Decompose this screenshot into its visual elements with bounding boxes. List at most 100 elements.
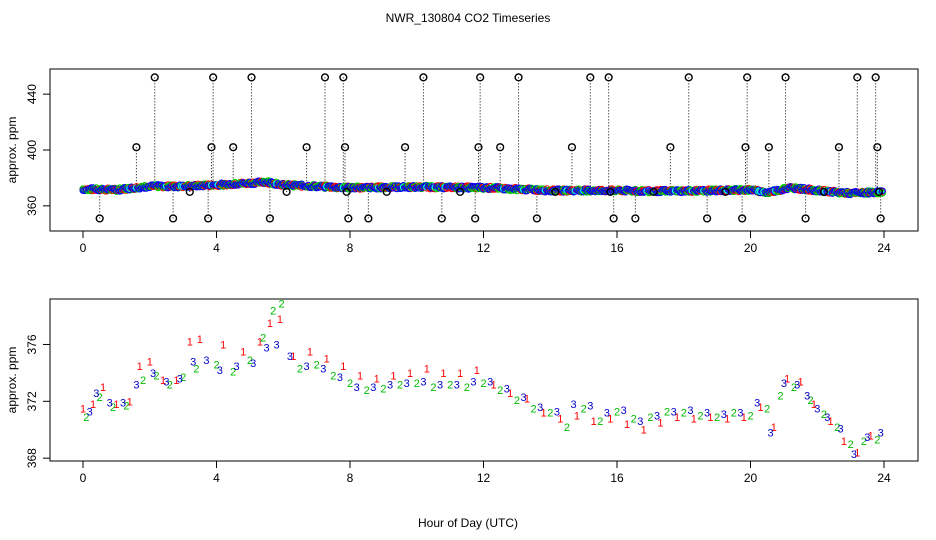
top-outlier-point <box>474 143 483 152</box>
bottom-series-2-point: 2 <box>347 378 353 390</box>
bottom-series-1-point: 1 <box>220 339 226 351</box>
top-outlier-point <box>364 214 373 223</box>
bottom-series-1-point: 1 <box>257 337 263 349</box>
bottom-y-tick-label: 372 <box>25 391 39 411</box>
bottom-series-3-point: 3 <box>604 408 610 420</box>
bottom-series-3-point: 3 <box>404 378 410 390</box>
top-outlier-point <box>649 187 658 196</box>
bottom-series-3-point: 3 <box>370 382 376 394</box>
chart-title: NWR_130804 CO2 Timeseries <box>386 11 551 25</box>
bottom-series-2-point: 2 <box>110 402 116 414</box>
top-outlier-point <box>874 187 884 196</box>
top-outlier-point <box>801 214 810 223</box>
bottom-series-2-point: 2 <box>531 403 537 415</box>
top-baseline-points <box>79 177 886 199</box>
bottom-series-1-point: 1 <box>374 374 380 386</box>
bottom-series-1-point: 1 <box>147 357 153 369</box>
bottom-series-2-point: 2 <box>714 412 720 424</box>
bottom-series-1-point: 1 <box>541 408 547 420</box>
bottom-series-3-point: 3 <box>354 382 360 394</box>
bottom-series-2-point: 2 <box>180 372 186 384</box>
bottom-series-3-point: 3 <box>851 449 857 461</box>
bottom-series-3-point: 3 <box>120 398 126 410</box>
bottom-series-1-point: 1 <box>490 379 496 391</box>
top-outlier-point <box>609 214 618 223</box>
top-baseline-point <box>499 184 508 193</box>
top-outlier-point <box>132 143 141 152</box>
top-outlier-point <box>514 73 523 82</box>
bottom-series-3-point: 3 <box>304 361 310 373</box>
bottom-series-2-point: 2 <box>697 411 703 423</box>
top-outlier-point <box>282 187 291 196</box>
bottom-series-1-point: 1 <box>828 416 834 428</box>
bottom-y-tick-label: 368 <box>25 448 39 468</box>
bottom-series-2-point: 2 <box>97 392 103 404</box>
bottom-series-3-point: 3 <box>203 355 209 367</box>
bottom-series-1-point: 1 <box>574 411 580 423</box>
bottom-series-3-point: 3 <box>754 398 760 410</box>
bottom-series-3-point: 3 <box>250 358 256 370</box>
bottom-series-1-point: 1 <box>307 347 313 359</box>
bottom-series-1-point: 1 <box>127 396 133 408</box>
bottom-series-1-point: 1 <box>324 354 330 366</box>
bottom-series-3-point: 3 <box>470 376 476 388</box>
bottom-series-2-point: 2 <box>834 422 840 434</box>
bottom-series-2-point: 2 <box>791 382 797 394</box>
bottom-series-2-point: 2 <box>279 298 285 310</box>
top-outlier-point <box>382 187 391 196</box>
top-outlier-point <box>185 187 194 196</box>
top-outlier-point <box>764 143 773 152</box>
bottom-series-3-point: 3 <box>804 391 810 403</box>
bottom-series-1-point: 1 <box>841 436 847 448</box>
bottom-series-2-point: 2 <box>808 395 814 407</box>
bottom-series-2-point: 2 <box>614 406 620 418</box>
bottom-series-1-point: 1 <box>277 314 283 326</box>
bottom-x-tick-label: 24 <box>877 471 891 485</box>
bottom-series-1-point: 1 <box>187 337 193 349</box>
bottom-series-3-point: 3 <box>671 406 677 418</box>
bottom-series-1-point: 1 <box>811 399 817 411</box>
bottom-series-1-point: 1 <box>557 413 563 425</box>
bottom-series-1-point: 1 <box>657 418 663 430</box>
bottom-series-3-point: 3 <box>320 364 326 376</box>
top-y-tick-label: 440 <box>25 84 39 104</box>
top-outlier-point <box>586 73 595 82</box>
bottom-series-3-point: 3 <box>687 405 693 417</box>
bottom-series-3-point: 3 <box>217 365 223 377</box>
top-outlier-point <box>684 73 693 82</box>
bottom-series-3-point: 3 <box>838 423 844 435</box>
bottom-series-2-point: 2 <box>430 382 436 394</box>
bottom-series-1-point: 1 <box>424 364 430 376</box>
bottom-series-2-point: 2 <box>777 391 783 403</box>
bottom-series-2-point: 2 <box>270 305 276 317</box>
bottom-series-2-point: 2 <box>380 384 386 396</box>
bottom-series-1-point: 1 <box>707 412 713 424</box>
top-outlier-point <box>604 73 613 82</box>
top-baseline-point <box>289 182 297 190</box>
top-outlier-point <box>400 143 410 152</box>
top-outlier-points <box>95 73 885 223</box>
bottom-series-3-point: 3 <box>387 379 393 391</box>
bottom-series-1-point: 1 <box>524 393 530 405</box>
top-outlier-point <box>476 73 485 82</box>
top-outlier-point <box>631 214 640 223</box>
bottom-series-2-point: 2 <box>167 379 173 391</box>
top-outlier-point <box>339 73 348 82</box>
top-outlier-point <box>229 143 238 152</box>
bottom-series-1-point: 1 <box>137 361 143 373</box>
bottom-series-1-point: 1 <box>607 413 613 425</box>
bottom-y-axis-label: approx. ppm <box>5 347 19 414</box>
bottom-series-3-point: 3 <box>454 379 460 391</box>
bottom-series-3-point: 3 <box>654 411 660 423</box>
bottom-series-2-point: 2 <box>314 359 320 371</box>
top-outlier-point <box>819 187 829 196</box>
top-outlier-point <box>606 187 615 196</box>
top-outlier-stems <box>99 77 882 219</box>
bottom-series-2-point: 2 <box>193 364 199 376</box>
bottom-series-2-point: 2 <box>364 385 370 397</box>
bottom-series-1-point: 1 <box>784 374 790 386</box>
top-axis-ticks: 0 4 8 12 16 20 24 360 400 440 <box>25 84 891 255</box>
bottom-series-1-point: 1 <box>691 413 697 425</box>
